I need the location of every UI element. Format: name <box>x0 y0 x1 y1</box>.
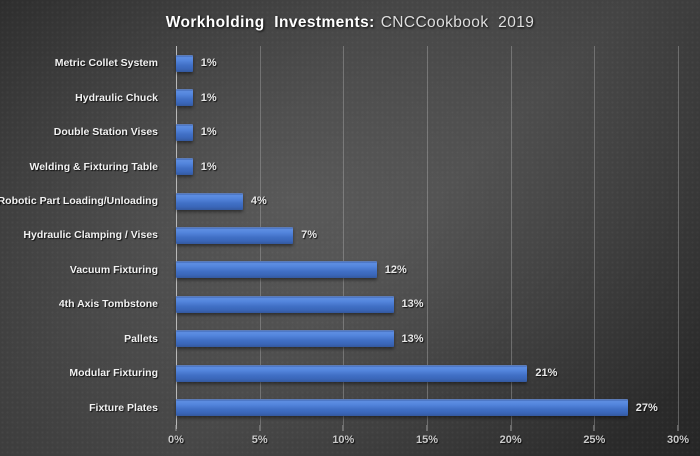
gridline <box>510 46 512 425</box>
value-label: 27% <box>635 401 658 414</box>
bar-rows: 1% 1% 1% 1% 4% 7% 12% 13% 13% 21% 27% <box>176 46 678 425</box>
bar <box>176 123 193 141</box>
gridline <box>594 46 596 425</box>
tick-mark <box>510 425 512 431</box>
tick-mark <box>593 425 595 431</box>
bar-row: 1% <box>176 80 678 114</box>
category-label: Welding & Fixturing Table <box>29 160 158 173</box>
bar <box>176 364 528 382</box>
bar <box>176 261 377 279</box>
gridline <box>343 46 345 425</box>
value-label: 12% <box>384 263 407 276</box>
value-label: 1% <box>200 57 217 70</box>
plot-area: 1% 1% 1% 1% 4% 7% 12% 13% 13% 21% 27% <box>176 46 679 429</box>
bar-row: 13% <box>176 322 678 356</box>
bar-row: 4% <box>176 184 678 218</box>
bar <box>176 54 193 72</box>
category-label: Hydraulic Clamping / Vises <box>23 229 158 242</box>
value-label: 7% <box>301 229 318 242</box>
x-axis-ticks: 0% 5% 10% 15% 20% 25% 30% <box>168 425 689 451</box>
category-label: Vacuum Fixturing <box>69 263 158 276</box>
chart-title-suffix: CNCCookbook 2019 <box>380 14 535 31</box>
value-label: 4% <box>250 195 267 208</box>
value-label: 21% <box>535 367 558 380</box>
chart-title-main: Workholding Investments: <box>165 14 375 31</box>
x-tick-label: 30% <box>666 434 690 446</box>
value-label: 1% <box>200 91 217 104</box>
value-label: 1% <box>200 126 217 139</box>
bar <box>176 89 193 107</box>
x-tick-label: 15% <box>415 434 439 446</box>
x-tick-label: 20% <box>499 434 522 446</box>
bar-row: 7% <box>176 218 678 252</box>
bar <box>176 226 294 244</box>
bar-row: 1% <box>176 115 678 149</box>
chart-title: Workholding Investments: CNCCookbook 2019 <box>0 10 700 36</box>
gridline <box>427 46 428 425</box>
category-label: Fixture Plates <box>89 401 158 414</box>
category-label: Hydraulic Chuck <box>75 91 158 104</box>
x-tick-label: 25% <box>583 434 606 446</box>
tick-mark <box>677 425 679 431</box>
x-tick-label: 10% <box>332 434 355 446</box>
tick-mark <box>259 425 261 431</box>
value-label: 1% <box>200 160 217 173</box>
x-tick-label: 5% <box>251 434 268 446</box>
bar <box>176 192 243 210</box>
value-label: 13% <box>401 298 424 311</box>
bar-row: 27% <box>176 391 678 425</box>
tick-mark <box>175 425 177 431</box>
category-label: 4th Axis Tombstone <box>58 298 158 311</box>
x-tick-label: 0% <box>168 434 184 446</box>
category-label: Metric Collet System <box>54 57 158 70</box>
bar-row: 13% <box>176 287 678 321</box>
bar <box>176 330 394 348</box>
bar-row: 21% <box>176 356 678 390</box>
value-label: 13% <box>401 332 424 345</box>
bar-row: 1% <box>176 149 678 183</box>
gridline <box>678 46 679 425</box>
bar <box>176 158 193 176</box>
category-label: Modular Fixturing <box>69 367 158 380</box>
bar <box>176 399 628 417</box>
bar-row: 1% <box>176 46 678 80</box>
category-labels: Metric Collet System Hydraulic Chuck Doubl… <box>0 46 167 425</box>
category-label: Pallets <box>124 332 158 345</box>
tick-mark <box>426 425 428 431</box>
category-label: Robotic Part Loading/Unloading <box>0 195 158 208</box>
category-label: Double Station Vises <box>53 126 158 139</box>
bar-row: 12% <box>176 253 678 287</box>
bar <box>176 295 394 313</box>
tick-mark <box>342 425 344 431</box>
